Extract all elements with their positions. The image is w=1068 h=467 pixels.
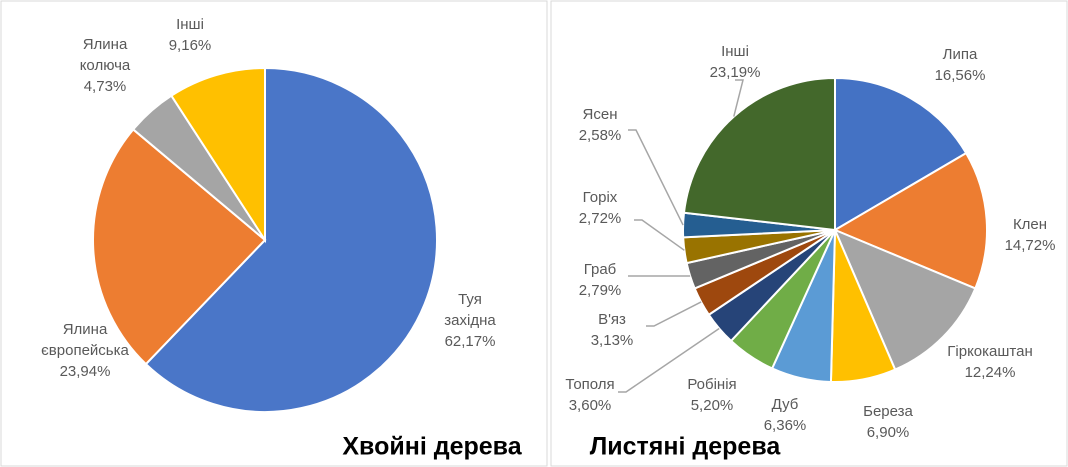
slice-value-label: 23,19%: [710, 64, 761, 81]
right-panel: [550, 0, 1068, 467]
pie-slice: [92, 128, 267, 366]
slice-value-label: 16,56%: [935, 67, 986, 84]
pie-slice: [834, 76, 968, 232]
slice-label: Гіркокаштан: [947, 343, 1032, 360]
slice-label: В'яз: [598, 311, 626, 328]
pie-slice: [832, 151, 988, 290]
pie-slice: [144, 66, 438, 413]
slice-label: Клен: [1013, 216, 1047, 233]
slice-label: Береза: [863, 403, 913, 420]
left-panel: [0, 0, 548, 467]
slice-label: Інші: [176, 16, 204, 33]
slice-label: Ялина європейська: [41, 321, 129, 359]
slice-value-label: 2,79%: [579, 282, 622, 299]
slice-value-label: 4,73%: [84, 78, 127, 95]
leader-line: [634, 219, 685, 251]
slice-label: Інші: [721, 43, 749, 60]
slice-value-label: 9,16%: [169, 37, 212, 54]
slice-value-label: 2,72%: [579, 210, 622, 227]
slice-value-label: 2,58%: [579, 127, 622, 144]
slice-label: Туя західна: [444, 291, 496, 329]
slice-label: Граб: [584, 261, 617, 278]
slice-label: Дуб: [772, 396, 799, 413]
pie-slice: [169, 66, 266, 244]
pie-slice: [682, 76, 836, 232]
leader-line: [646, 301, 702, 327]
slice-value-label: 12,24%: [965, 364, 1016, 381]
slice-label: Ясен: [583, 106, 618, 123]
slice-label: Тополя: [565, 376, 614, 393]
slice-value-label: 5,20%: [691, 397, 734, 414]
slice-label: Горіх: [583, 189, 618, 206]
slice-value-label: 14,72%: [1005, 237, 1056, 254]
slice-value-label: 23,94%: [60, 363, 111, 380]
slice-value-label: 3,60%: [569, 397, 612, 414]
chart-title: Хвойні дерева: [342, 433, 522, 461]
slice-label: Ялина колюча: [80, 36, 131, 74]
slice-value-label: 6,36%: [764, 417, 807, 434]
leader-line: [733, 79, 744, 117]
leader-line: [618, 327, 720, 393]
chart-title: Листяні дерева: [590, 433, 782, 461]
slice-label: Робінія: [687, 376, 736, 393]
pie-slice: [833, 228, 977, 371]
slice-label: Липа: [943, 46, 978, 63]
slice-value-label: 6,90%: [867, 424, 910, 441]
leader-line: [628, 129, 684, 226]
slice-value-label: 3,13%: [591, 332, 634, 349]
slice-value-label: 62,17%: [445, 333, 496, 350]
